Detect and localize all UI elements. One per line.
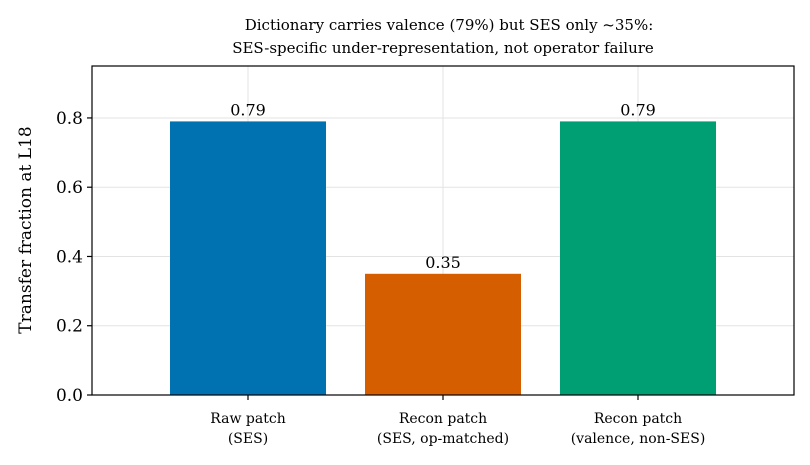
chart-title-line-2: SES-specific under-representation, not o… — [232, 39, 654, 57]
bar-value-label: 0.79 — [230, 100, 266, 119]
x-tick-label: Recon patch — [594, 411, 682, 427]
axes — [87, 65, 795, 400]
y-tick-label: 0.4 — [56, 247, 83, 267]
bar — [560, 121, 716, 396]
y-tick-label: 0.2 — [56, 317, 83, 337]
y-axis-label: Transfer fraction at L18 — [16, 126, 36, 333]
y-tick-label: 0.8 — [56, 109, 83, 129]
bar — [365, 273, 521, 395]
x-tick-label: (SES) — [228, 431, 268, 447]
x-tick-label: Raw patch — [210, 411, 285, 427]
plot-frame — [91, 65, 795, 396]
x-tick-label: (SES, op-matched) — [377, 431, 509, 447]
x-tick-label: (valence, non-SES) — [571, 431, 706, 447]
x-tick-label: Recon patch — [399, 411, 487, 427]
bar-value-label: 0.35 — [425, 253, 461, 272]
bars — [170, 121, 716, 396]
labels: Dictionary carries valence (79%) but SES… — [16, 16, 705, 447]
y-tick-label: 0.6 — [56, 178, 83, 198]
chart-title-line-1: Dictionary carries valence (79%) but SES… — [245, 16, 654, 34]
bar — [170, 121, 326, 396]
bar-value-label: 0.79 — [620, 100, 656, 119]
y-tick-label: 0.0 — [56, 386, 83, 406]
